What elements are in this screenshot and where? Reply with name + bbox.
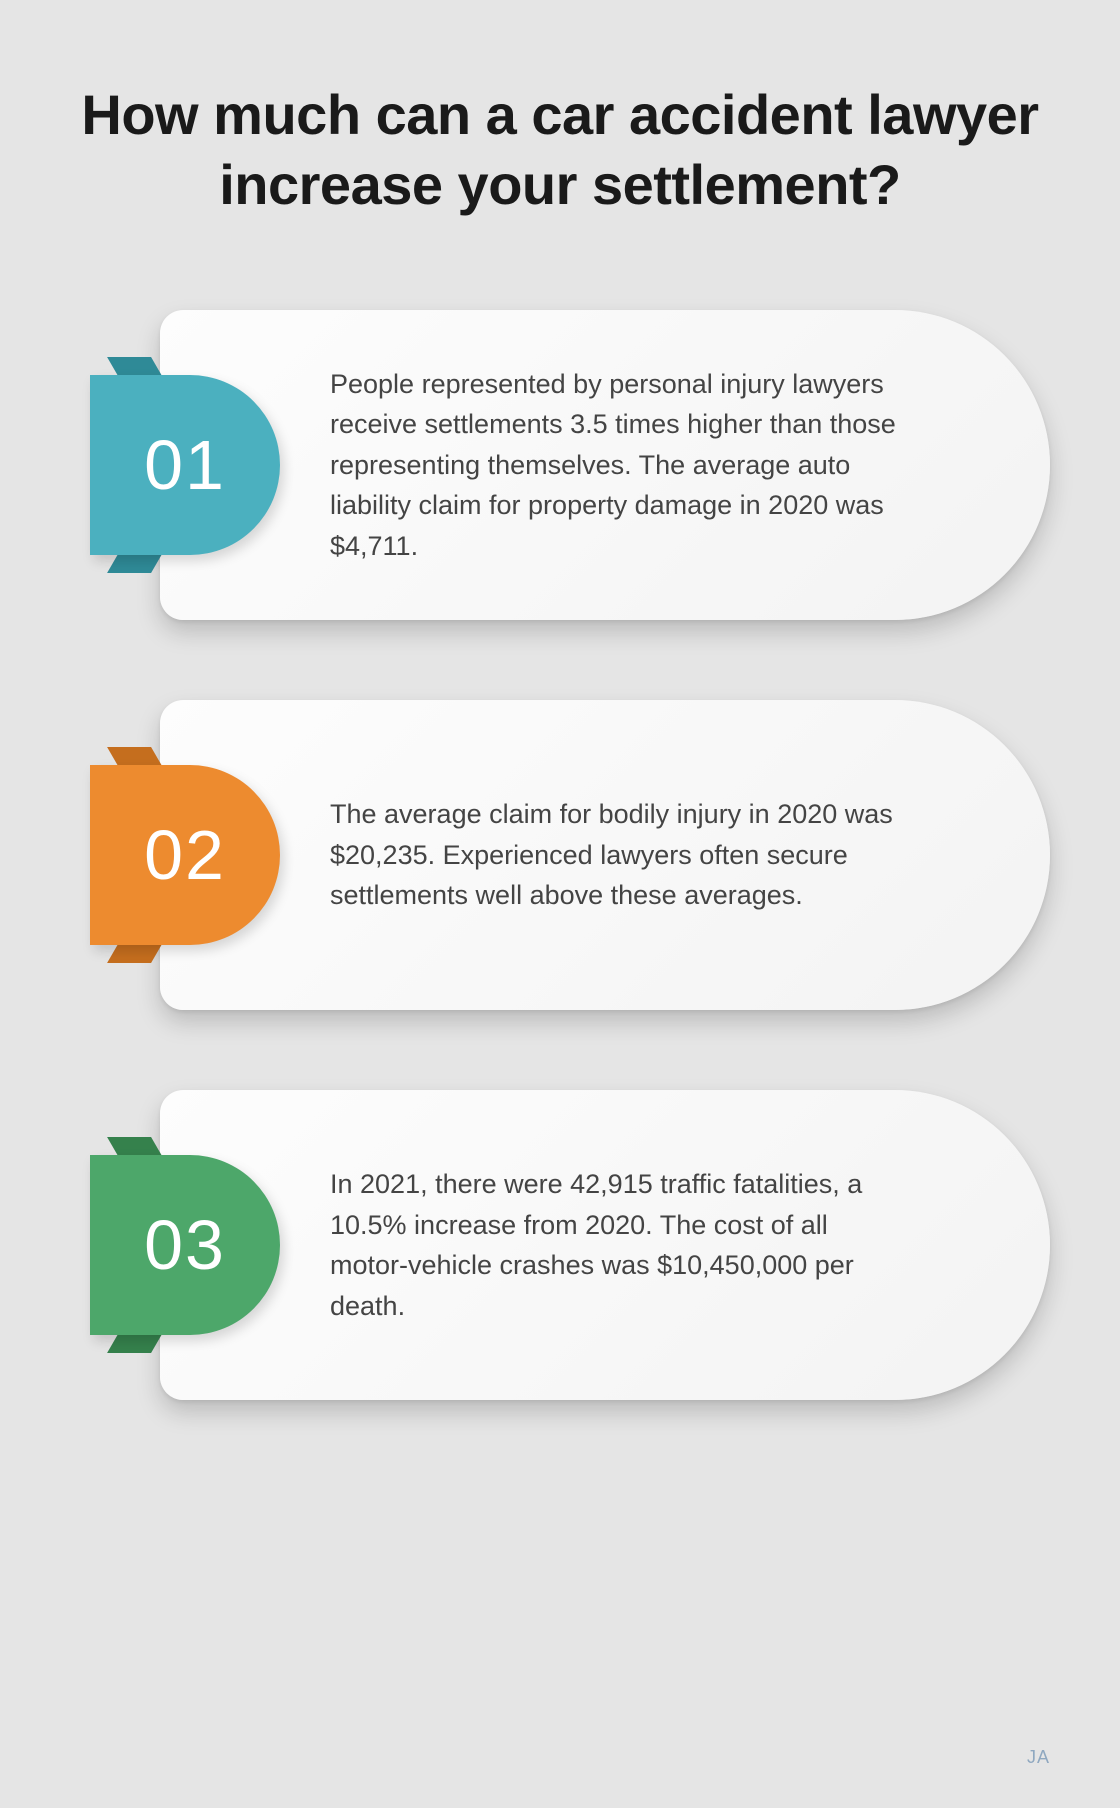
card-text: People represented by personal injury la… <box>330 364 900 567</box>
info-card-2: The average claim for bodily injury in 2… <box>110 700 1050 1010</box>
info-card-3: In 2021, there were 42,915 traffic fatal… <box>110 1090 1050 1400</box>
badge-wrap: 03 <box>90 1145 290 1345</box>
badge-wrap: 01 <box>90 365 290 565</box>
badge-number: 02 <box>144 815 226 895</box>
number-badge: 03 <box>90 1155 280 1335</box>
card-body: The average claim for bodily injury in 2… <box>160 700 1050 1010</box>
card-body: People represented by personal injury la… <box>160 310 1050 620</box>
logo-mark: JA <box>1027 1747 1050 1768</box>
card-text: The average claim for bodily injury in 2… <box>330 794 900 916</box>
cards-container: People represented by personal injury la… <box>70 310 1050 1400</box>
card-text: In 2021, there were 42,915 traffic fatal… <box>330 1164 900 1326</box>
card-body: In 2021, there were 42,915 traffic fatal… <box>160 1090 1050 1400</box>
number-badge: 01 <box>90 375 280 555</box>
badge-wrap: 02 <box>90 755 290 955</box>
badge-number: 03 <box>144 1205 226 1285</box>
number-badge: 02 <box>90 765 280 945</box>
page-title: How much can a car accident lawyer incre… <box>70 80 1050 220</box>
badge-number: 01 <box>144 425 226 505</box>
info-card-1: People represented by personal injury la… <box>110 310 1050 620</box>
